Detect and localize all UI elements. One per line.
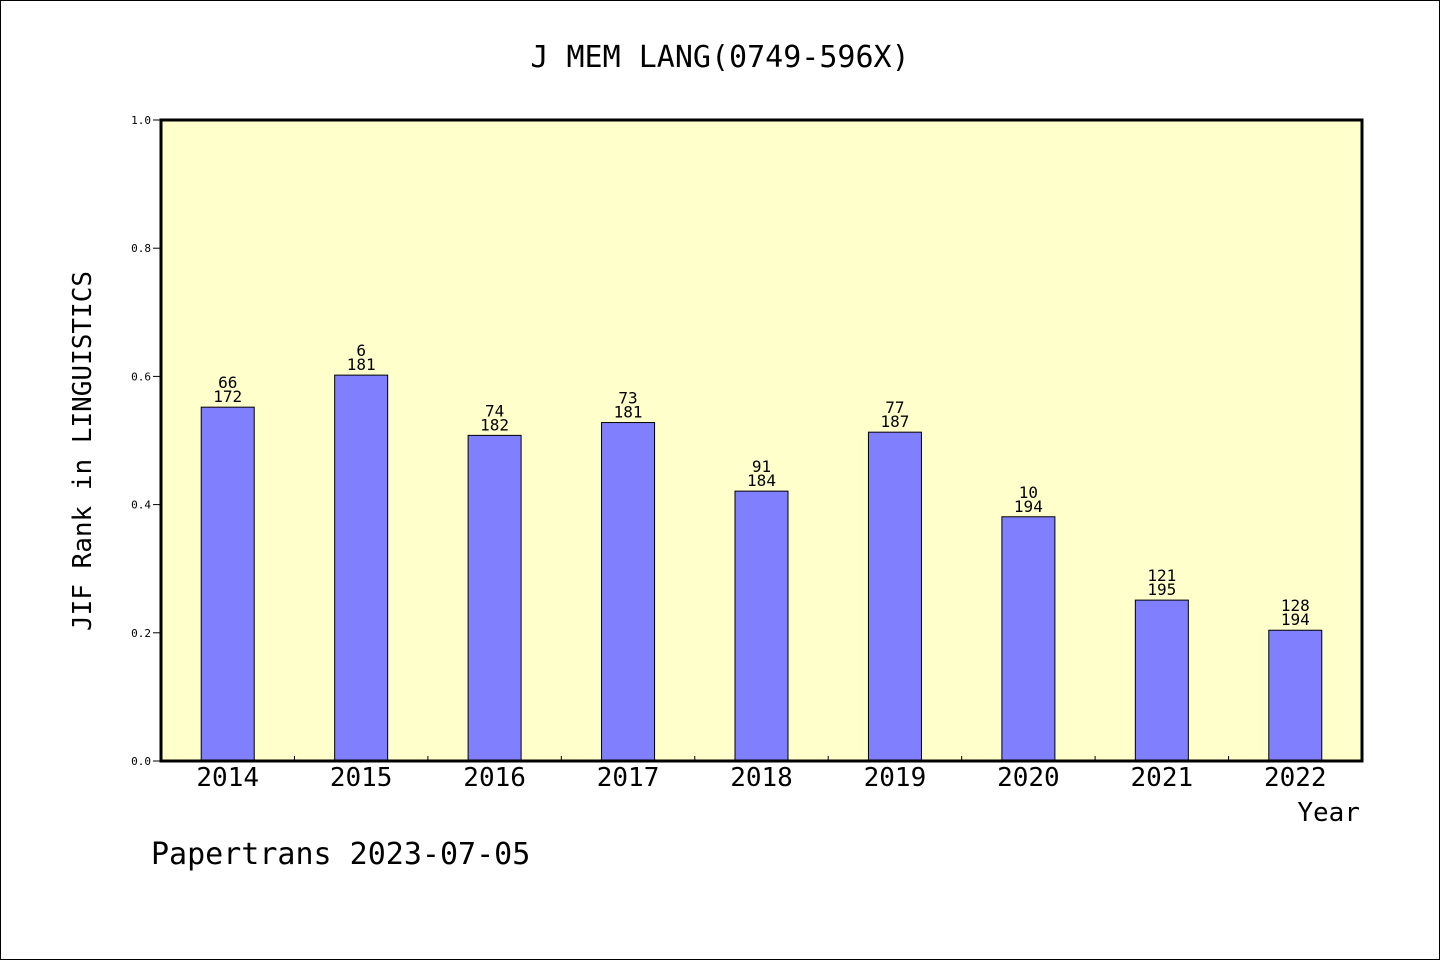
- y-tick-label: 0.2: [131, 627, 151, 640]
- bar-rank-label: 121: [1147, 566, 1176, 585]
- chart-title: J MEM LANG(0749-596X): [530, 40, 909, 75]
- bar-total-label: 181: [614, 403, 643, 422]
- bar-rank-label: 77: [885, 398, 904, 417]
- y-tick-label: 0.0: [131, 755, 151, 768]
- bar-rank-label: 128: [1281, 596, 1310, 615]
- bar-total-label: 181: [347, 355, 376, 374]
- x-tick-label: 2016: [463, 763, 526, 793]
- x-tick-label: 2021: [1131, 763, 1194, 793]
- bar: [1001, 516, 1056, 762]
- y-tick-label: 0.4: [131, 499, 151, 512]
- bar-total-label: 184: [747, 471, 776, 490]
- bar-rank-label: 6: [356, 341, 366, 360]
- bar: [467, 434, 522, 762]
- x-tick-label: 2015: [330, 763, 393, 793]
- x-axis-label: Year: [1297, 798, 1360, 828]
- bar: [601, 422, 656, 762]
- x-tick-label: 2014: [196, 763, 259, 793]
- bar-group: 6617261817418273181911847718710194121195…: [200, 341, 1323, 762]
- bar-total-label: 172: [213, 387, 242, 406]
- x-tick-label: 2019: [864, 763, 927, 793]
- bar: [1268, 629, 1323, 762]
- bar-total-label: 187: [880, 412, 909, 431]
- y-tick-label: 0.6: [131, 370, 151, 383]
- y-axis-label: JIF Rank in LINGUISTICS: [68, 271, 98, 631]
- bar-rank-label: 73: [618, 389, 637, 408]
- bar: [1134, 599, 1189, 762]
- bar-rank-label: 10: [1019, 483, 1038, 502]
- x-tick-label: 2017: [597, 763, 660, 793]
- x-axis: 2014 2015 2016 2017 2018 2019 2020 2021 2022: [196, 756, 1327, 793]
- y-tick-label: 1.0: [131, 114, 151, 127]
- bar-total-label: 182: [480, 415, 509, 434]
- bar-rank-label: 66: [218, 373, 237, 392]
- y-tick-label: 0.8: [131, 242, 151, 255]
- bar-total-label: 194: [1014, 497, 1043, 516]
- x-tick-label: 2018: [730, 763, 793, 793]
- x-tick-label: 2022: [1264, 763, 1327, 793]
- footer-credit: Papertrans 2023-07-05: [151, 837, 530, 872]
- bar-total-label: 194: [1281, 610, 1310, 629]
- bar: [867, 431, 922, 762]
- bar: [334, 374, 389, 762]
- y-axis: 0.0 0.2 0.4 0.6 0.8 1.0: [131, 114, 161, 768]
- bar-total-label: 195: [1147, 580, 1176, 599]
- bar-rank-label: 91: [752, 457, 771, 476]
- plot-border: [159, 118, 1364, 763]
- x-tick-label: 2020: [997, 763, 1060, 793]
- bar: [200, 406, 255, 762]
- bar-rank-label: 74: [485, 401, 504, 420]
- bar: [734, 490, 789, 762]
